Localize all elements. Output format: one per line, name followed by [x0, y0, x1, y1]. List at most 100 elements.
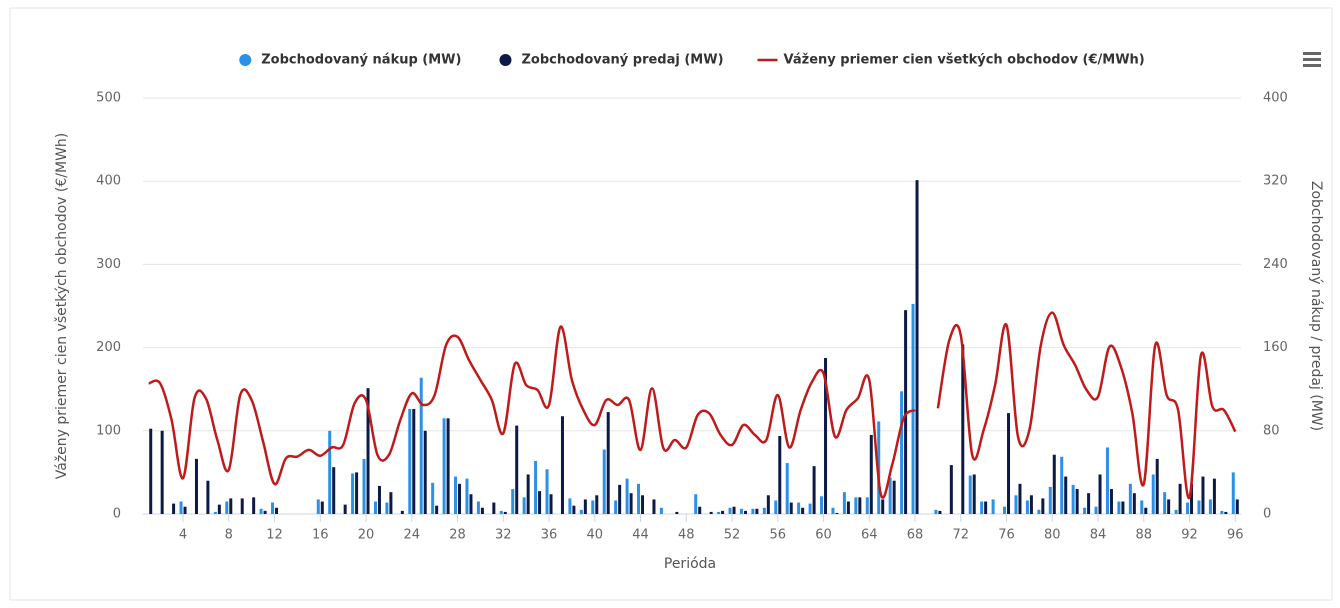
bar [560, 416, 564, 514]
bar [522, 497, 526, 514]
x-tick-label: 36 [541, 528, 558, 543]
bar [526, 474, 530, 514]
bar [1201, 476, 1205, 514]
bar [385, 502, 389, 514]
bar [968, 475, 972, 514]
bar [766, 495, 770, 514]
legend-item[interactable]: Zobchodovaný predaj (MW) [499, 53, 724, 68]
x-tick-label: 4 [179, 528, 187, 543]
bar [194, 458, 198, 514]
legend-item[interactable]: Váženy priemer cien všetkých obchodov (€… [757, 53, 1145, 68]
y2-axis-title: Zobchodovaný nákup / predaj (MW) [1308, 181, 1324, 431]
bar [1087, 493, 1091, 514]
bar [888, 477, 892, 514]
line-series [148, 325, 916, 499]
bar [373, 501, 377, 514]
legend-item[interactable]: Zobchodovaný nákup (MW) [239, 53, 461, 68]
bar [949, 465, 953, 514]
bar [1018, 483, 1022, 514]
bar [595, 495, 599, 514]
bar [618, 484, 622, 514]
bar [252, 497, 256, 514]
bar [225, 501, 229, 514]
bar [762, 507, 766, 514]
x-tick-label: 84 [1090, 528, 1107, 543]
bar [751, 508, 755, 514]
x-axis-title: Perióda [664, 556, 716, 572]
legend-label: Váženy priemer cien všetkých obchodov (€… [784, 53, 1145, 68]
bar [717, 511, 721, 514]
bar [755, 508, 759, 514]
bar [904, 310, 908, 514]
bar [511, 489, 515, 514]
bar [545, 469, 549, 514]
y-tick-label: 200 [96, 340, 121, 355]
bar [213, 511, 217, 514]
bar [1109, 489, 1113, 514]
bar [206, 480, 210, 514]
menu-button[interactable] [1303, 52, 1321, 67]
bar [412, 408, 416, 514]
bar [579, 509, 583, 514]
bar [1025, 500, 1029, 514]
bar [739, 508, 743, 514]
x-tick-label: 60 [815, 528, 832, 543]
bar [869, 434, 873, 514]
bar [900, 391, 904, 514]
bar [991, 499, 995, 514]
bar [476, 501, 480, 514]
bar [1041, 498, 1045, 514]
bar [1060, 456, 1064, 514]
bar [1235, 499, 1239, 514]
bar [1071, 484, 1075, 514]
y-tick-label: 0 [113, 507, 121, 522]
x-tick-label: 64 [861, 528, 878, 543]
bar [435, 505, 439, 514]
bar [1155, 458, 1159, 514]
bar [911, 303, 915, 514]
x-tick-label: 52 [724, 528, 741, 543]
bar [938, 510, 942, 514]
bar [1075, 489, 1079, 514]
bar [1178, 483, 1182, 514]
bar [1212, 478, 1216, 514]
x-tick-label: 56 [770, 528, 787, 543]
bar [568, 498, 572, 514]
bar [1174, 509, 1178, 514]
bar [637, 483, 641, 514]
x-tick-label: 20 [358, 528, 375, 543]
bar [789, 502, 793, 514]
bar [400, 510, 404, 514]
bar [515, 425, 519, 514]
bar [1117, 501, 1121, 514]
bar [1105, 447, 1109, 514]
bar [1197, 500, 1201, 514]
x-tick-label: 44 [632, 528, 649, 543]
bar [316, 499, 320, 514]
bar [572, 505, 576, 514]
x-tick-label: 32 [495, 528, 512, 543]
bar [675, 511, 679, 514]
menu-bar [1303, 58, 1321, 61]
x-tick-label: 24 [404, 528, 421, 543]
legend-label: Zobchodovaný nákup (MW) [261, 53, 461, 68]
bar [377, 485, 381, 514]
bar [469, 494, 473, 514]
y-axis-title: Váženy priemer cien všetkých obchodov (€… [54, 133, 70, 479]
bar [602, 449, 606, 514]
bar [259, 508, 263, 514]
bar [934, 509, 938, 514]
bar [881, 499, 885, 514]
bar [1167, 499, 1171, 514]
bar [846, 501, 850, 514]
y-tick-label: 100 [96, 423, 121, 438]
bar [183, 506, 187, 514]
line-series [936, 311, 1237, 500]
x-tick-label: 96 [1227, 528, 1244, 543]
bar [629, 493, 633, 514]
bar [812, 466, 816, 514]
bar [1037, 509, 1041, 514]
bar [332, 467, 336, 514]
bar [785, 463, 789, 514]
